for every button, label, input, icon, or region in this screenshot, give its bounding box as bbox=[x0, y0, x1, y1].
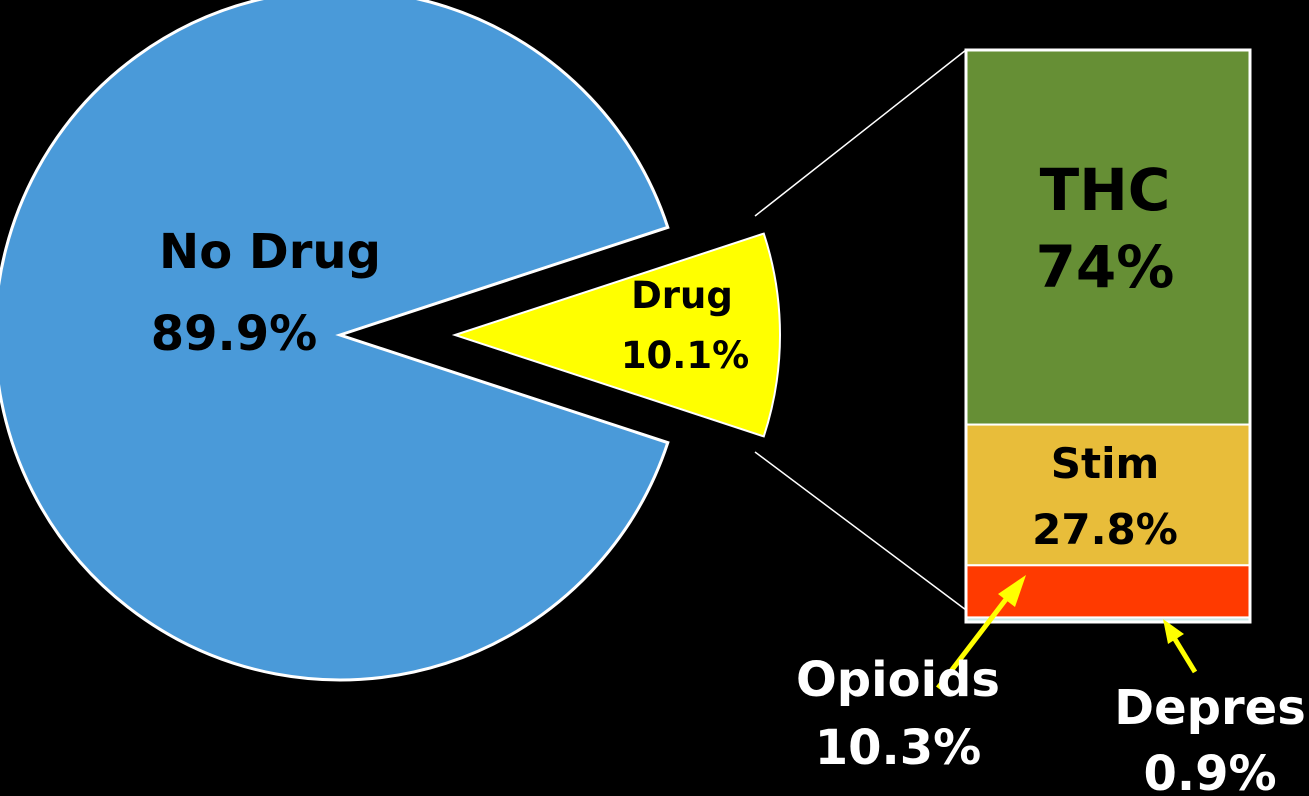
slice-label-no-drug: No Drug bbox=[159, 224, 381, 280]
depres-arrow-head bbox=[1163, 619, 1184, 644]
slice-label-drug: Drug bbox=[631, 274, 733, 317]
slice-value-drug: 10.1% bbox=[621, 334, 749, 377]
bar-segment-stim bbox=[965, 423, 1251, 567]
opioids-arrow-head bbox=[998, 575, 1026, 607]
stacked-bar-frame bbox=[964, 48, 1252, 624]
connector-line-bottom bbox=[754, 451, 967, 611]
segment-label-stim: Stim bbox=[1051, 439, 1160, 488]
segment-label-opioids: Opioids bbox=[796, 652, 1000, 708]
segment-label-depres: Depres bbox=[1114, 680, 1306, 736]
segment-label-thc: THC bbox=[1040, 156, 1171, 224]
bar-segment-thc bbox=[965, 49, 1251, 426]
pie-slice-no-drug bbox=[0, 0, 670, 682]
slice-value-no-drug: 89.9% bbox=[151, 306, 318, 362]
segment-value-depres: 0.9% bbox=[1143, 746, 1276, 796]
segment-value-opioids: 10.3% bbox=[815, 720, 982, 776]
pie-group bbox=[0, 0, 781, 682]
segment-value-thc: 74% bbox=[1036, 233, 1175, 301]
segment-value-stim: 27.8% bbox=[1032, 505, 1178, 554]
connector-line-top bbox=[754, 49, 967, 217]
opioids-arrow-shaft bbox=[936, 592, 1012, 690]
depres-arrow-shaft bbox=[1170, 634, 1198, 674]
pie-slice-drug bbox=[451, 232, 781, 438]
